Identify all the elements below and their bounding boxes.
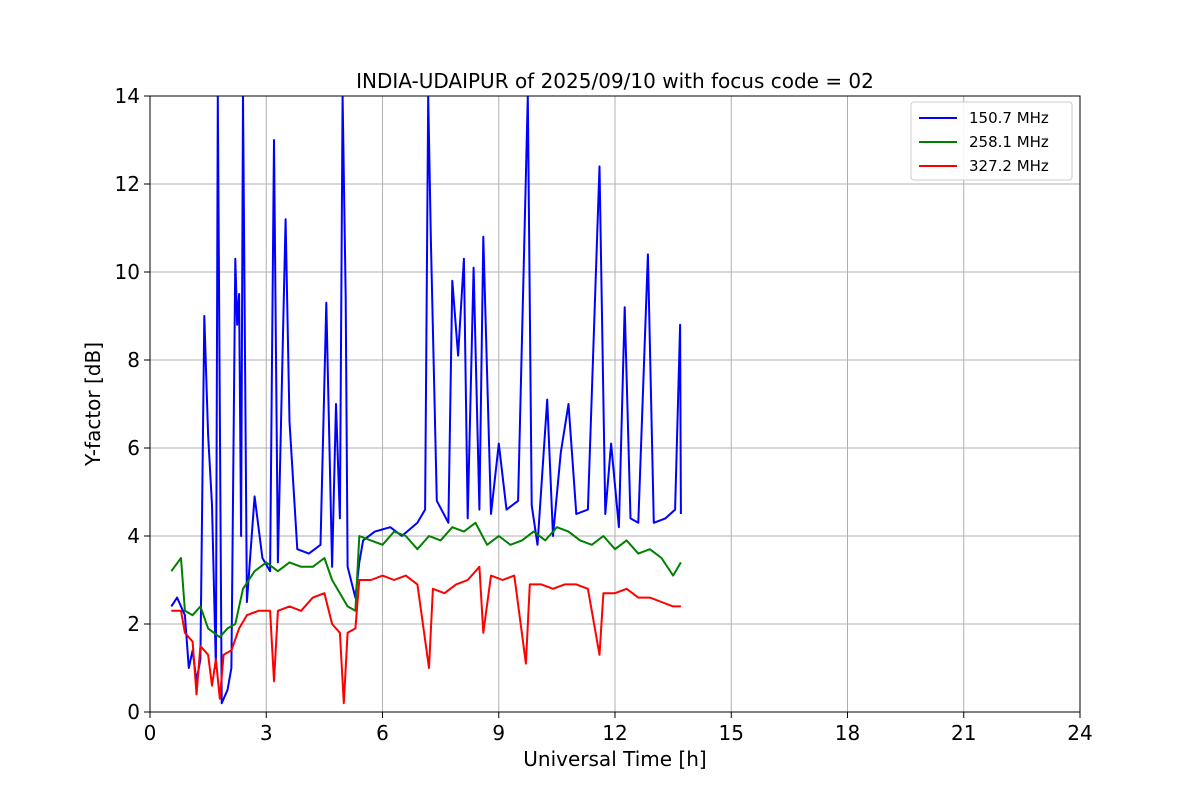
y-tick-label: 10 bbox=[115, 260, 140, 284]
legend-box bbox=[910, 101, 1073, 181]
x-tick-label: 15 bbox=[719, 721, 744, 745]
y-tick-label: 6 bbox=[127, 436, 140, 460]
legend-entry: 327.2 MHz bbox=[969, 157, 1049, 175]
x-tick-label: 18 bbox=[835, 721, 860, 745]
chart-title: INDIA-UDAIPUR of 2025/09/10 with focus c… bbox=[356, 69, 874, 93]
legend-entry: 150.7 MHz bbox=[969, 109, 1049, 127]
y-tick-label: 14 bbox=[115, 84, 140, 108]
legend: 150.7 MHz 258.1 MHz 327.2 MHz bbox=[910, 101, 1073, 181]
legend-entry: 258.1 MHz bbox=[969, 133, 1049, 151]
x-tick-label: 3 bbox=[260, 721, 273, 745]
x-tick-label: 9 bbox=[492, 721, 505, 745]
series-line-1 bbox=[170, 521, 682, 639]
series-line-2 bbox=[171, 565, 681, 705]
y-tick-label: 12 bbox=[115, 172, 140, 196]
x-tick-label: 6 bbox=[376, 721, 389, 745]
x-tick-label: 12 bbox=[602, 721, 627, 745]
x-axis-label: Universal Time [h] bbox=[523, 747, 706, 771]
y-tick-label: 8 bbox=[127, 348, 140, 372]
x-tick-label: 0 bbox=[144, 721, 157, 745]
x-tick-label: 24 bbox=[1067, 721, 1092, 745]
x-tick-label: 21 bbox=[951, 721, 976, 745]
y-tick-label: 4 bbox=[127, 524, 140, 548]
y-tick-label: 2 bbox=[127, 612, 140, 636]
series-lines bbox=[170, 96, 682, 705]
y-axis-label: Y-factor [dB] bbox=[81, 342, 105, 467]
series-line-0 bbox=[170, 96, 682, 705]
y-tick-label: 0 bbox=[127, 700, 140, 724]
